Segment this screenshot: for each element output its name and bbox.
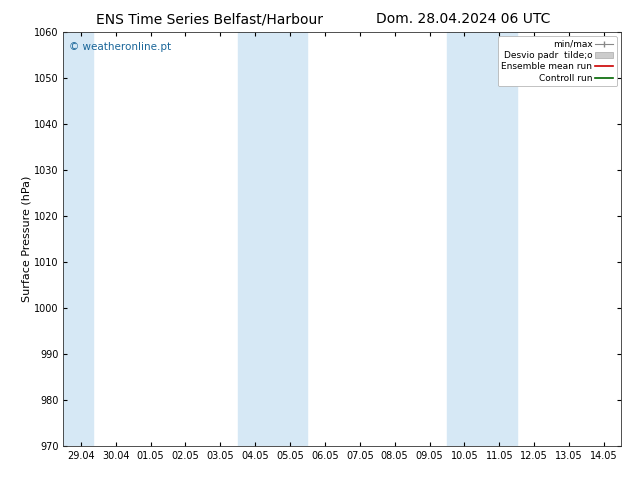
Legend: min/max, Desvio padr  tilde;o, Ensemble mean run, Controll run: min/max, Desvio padr tilde;o, Ensemble m… bbox=[498, 36, 617, 86]
Text: © weatheronline.pt: © weatheronline.pt bbox=[69, 42, 171, 52]
Y-axis label: Surface Pressure (hPa): Surface Pressure (hPa) bbox=[21, 176, 31, 302]
Bar bbox=[238, 32, 273, 446]
Bar bbox=[447, 32, 482, 446]
Bar bbox=[63, 32, 93, 446]
Bar bbox=[482, 32, 517, 446]
Text: ENS Time Series Belfast/Harbour: ENS Time Series Belfast/Harbour bbox=[96, 12, 323, 26]
Text: Dom. 28.04.2024 06 UTC: Dom. 28.04.2024 06 UTC bbox=[375, 12, 550, 26]
Bar bbox=[273, 32, 307, 446]
